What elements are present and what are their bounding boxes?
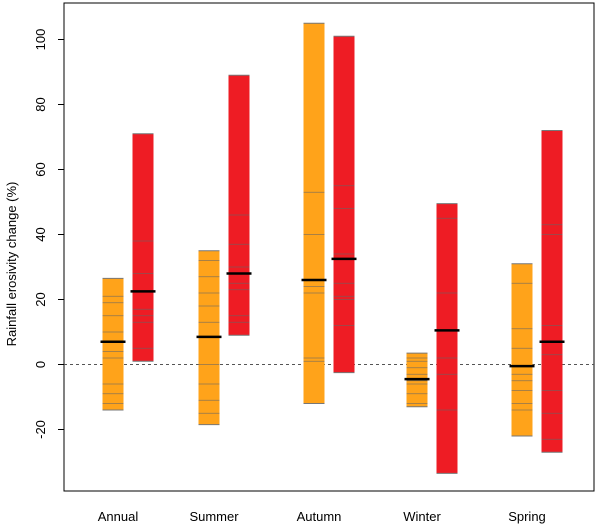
x-label-autumn: Autumn (297, 509, 342, 524)
bar-winter-red (436, 203, 458, 474)
x-label-spring: Spring (508, 509, 546, 524)
y-tick-label: 20 (33, 292, 48, 306)
range-bars-group (100, 22, 565, 474)
bar-autumn-red (333, 36, 355, 373)
y-axis-ticks: -20 0 20 40 60 80 100 (33, 29, 64, 439)
bar-summer-red (228, 75, 250, 336)
bar-spring-orange (511, 263, 533, 436)
y-axis-title: Rainfall erosivity change (%) (4, 182, 19, 347)
y-tick-label: 0 (33, 361, 48, 368)
y-tick-label: 80 (33, 97, 48, 111)
x-label-annual: Annual (98, 509, 139, 524)
y-tick-label: 40 (33, 227, 48, 241)
x-axis-category-labels: Annual Summer Autumn Winter Spring (98, 509, 546, 524)
y-tick-label: 60 (33, 162, 48, 176)
y-tick-label: 100 (33, 29, 48, 51)
bar-annual-red (132, 133, 154, 362)
bar-annual-orange (102, 278, 124, 410)
bar-autumn-orange (303, 23, 325, 404)
x-label-winter: Winter (403, 509, 441, 524)
x-label-summer: Summer (189, 509, 239, 524)
y-tick-label: -20 (33, 420, 48, 439)
bar-spring-red (541, 130, 563, 453)
